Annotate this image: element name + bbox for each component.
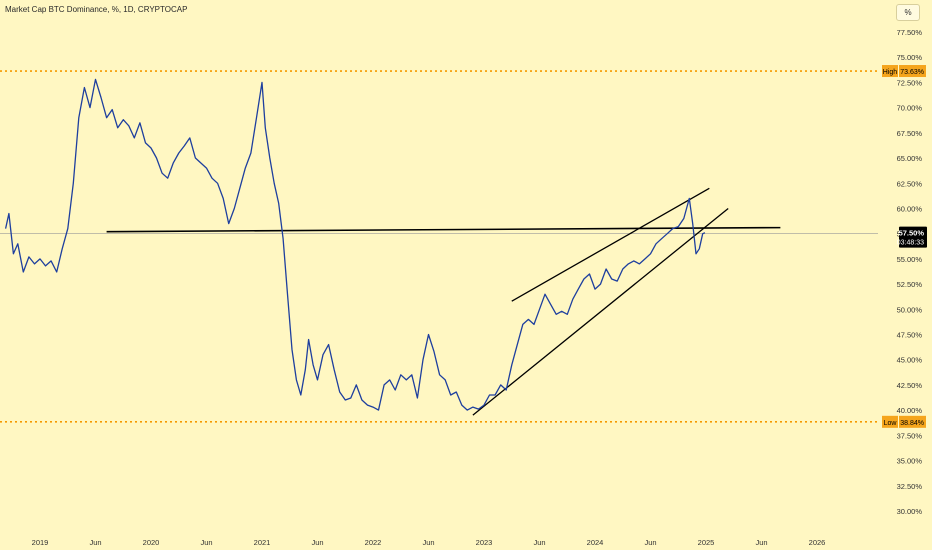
current-price-countdown: 03:48:33: [897, 240, 924, 247]
x-tick-label: 2024: [587, 538, 604, 547]
y-tick-label: 62.50%: [897, 179, 923, 188]
y-tick-label: 72.50%: [897, 78, 923, 87]
y-tick-label: 67.50%: [897, 129, 923, 138]
y-tick-label: 37.50%: [897, 431, 923, 440]
x-tick-label: Jun: [422, 538, 434, 547]
trendline-1[interactable]: [106, 226, 781, 233]
trendline-2[interactable]: [511, 187, 710, 302]
series-line-1: [4, 78, 706, 411]
y-tick-label: 70.00%: [897, 104, 923, 113]
y-tick-label: 32.50%: [897, 482, 923, 491]
low-tag-label: Low: [884, 420, 898, 427]
x-tick-label: 2019: [32, 538, 49, 547]
x-tick-label: Jun: [200, 538, 212, 547]
low-value-label: 38.84%: [900, 420, 924, 427]
x-tick-label: Jun: [311, 538, 323, 547]
x-tick-label: Jun: [755, 538, 767, 547]
y-tick-label: 47.50%: [897, 331, 923, 340]
x-tick-label: Jun: [89, 538, 101, 547]
high-tag-box: [882, 65, 898, 78]
high-tag-label: High: [883, 69, 898, 76]
series-layer: [4, 78, 706, 411]
trendlines: [106, 187, 781, 416]
current-price-value: 57.50%: [899, 229, 925, 238]
x-tick-label: 2020: [143, 538, 160, 547]
x-axis: 2019 Jun 2020 Jun 2021 Jun 2022 Jun 2023 Jun 2024 J…: [32, 538, 826, 547]
y-tick-label: 65.00%: [897, 154, 923, 163]
y-axis: 30.00% 32.50% 35.00% 37.50% 40.00% 42.50% 45.0…: [897, 28, 923, 516]
chart-title: Market Cap BTC Dominance, %, 1D, CRYPTOC…: [5, 5, 188, 14]
x-tick-label: Jun: [644, 538, 656, 547]
y-tick-label: 55.00%: [897, 255, 923, 264]
y-tick-label: 45.00%: [897, 356, 923, 365]
x-tick-label: 2022: [365, 538, 382, 547]
high-value-label: 73.63%: [900, 69, 924, 76]
percent-scale-button[interactable]: %: [896, 4, 920, 21]
x-tick-label: Jun: [533, 538, 545, 547]
y-tick-label: 40.00%: [897, 406, 923, 415]
low-value-box: [899, 415, 926, 428]
y-tick-label: 35.00%: [897, 457, 923, 466]
high-value-box: [899, 65, 926, 78]
low-tag-box: [882, 415, 898, 428]
trendline-3[interactable]: [472, 207, 729, 416]
y-tick-label: 60.00%: [897, 204, 923, 213]
x-tick-label: 2026: [809, 538, 826, 547]
y-tick-label: 77.50%: [897, 28, 923, 37]
y-tick-label: 30.00%: [897, 507, 923, 516]
level-lines: [0, 70, 878, 423]
y-tick-label: 42.50%: [897, 381, 923, 390]
y-tick-label: 75.00%: [897, 53, 923, 62]
x-tick-label: 2021: [254, 538, 271, 547]
current-price-tag: [899, 226, 927, 248]
x-tick-label: 2025: [698, 538, 715, 547]
y-tick-label: 50.00%: [897, 305, 923, 314]
price-tags: High 73.63% Low 38.84% 57.50% 03:48:33: [882, 65, 927, 428]
x-tick-label: 2023: [476, 538, 493, 547]
y-tick-label: 52.50%: [897, 280, 923, 289]
